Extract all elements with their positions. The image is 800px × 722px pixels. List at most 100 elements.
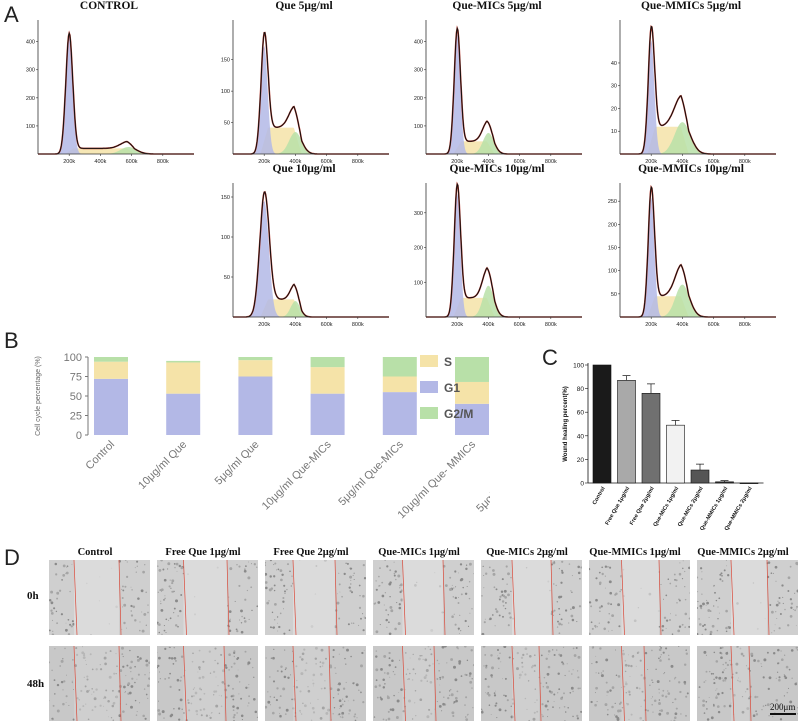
bar-segment-s xyxy=(166,362,201,394)
wound-image xyxy=(589,560,690,635)
histogram-curve xyxy=(620,185,776,318)
scratch-edge-line xyxy=(511,646,516,721)
y-tick-label: 400 xyxy=(26,40,35,46)
s-phase-area xyxy=(620,126,776,154)
x-tick-label: 200k xyxy=(451,322,463,327)
y-tick-label: 50 xyxy=(70,391,82,403)
bar-segment-s xyxy=(310,367,345,394)
g1-phase-area xyxy=(233,45,389,154)
y-tick-label: 30 xyxy=(611,84,617,90)
g1-phase-area xyxy=(620,40,776,155)
wound-bar xyxy=(715,481,734,484)
g1-phase-area xyxy=(233,201,389,317)
y-tick-label: 40 xyxy=(577,433,585,440)
flow-plot: Que-MMICs 5μg/ml 200k 400k 600k 800k 10 20 30 40 xyxy=(602,0,780,164)
scratch-edge-line xyxy=(334,560,338,635)
x-tick-label: Free Que 1μg/ml xyxy=(604,486,631,527)
y-tick-label: 60 xyxy=(577,410,585,417)
wound-bar xyxy=(666,424,685,484)
wound-image xyxy=(697,560,798,635)
histogram-curve xyxy=(426,26,582,155)
scratch-edge-line xyxy=(183,646,187,721)
x-tick-label: 600k xyxy=(126,159,138,164)
y-tick-label: 100 xyxy=(573,363,584,370)
fit-curve xyxy=(426,181,582,318)
wound-image xyxy=(49,646,150,721)
scratch-edge-line xyxy=(511,560,516,635)
flow-plot-title: Que 10μg/ml xyxy=(272,163,336,175)
wound-image xyxy=(157,560,258,635)
y-tick-label: 200 xyxy=(26,96,35,102)
wound-column-label: Free Que 1μg/ml xyxy=(165,547,241,558)
scratch-edge-line xyxy=(643,646,647,721)
flow-histogram: 200k 400k 600k 800k 50 100 150 xyxy=(221,20,389,164)
x-tick-label: Control xyxy=(84,439,118,473)
x-tick-label: 10μg/ml Que xyxy=(136,439,189,492)
y-tick-label: 0 xyxy=(580,481,584,488)
scratch-edge-line xyxy=(442,560,446,635)
x-tick-label: 200k xyxy=(258,159,270,164)
y-tick-label: 300 xyxy=(414,211,423,217)
flow-plot: Que-MICs 10μg/ml 200k 400k 600k 800k 100 200 30… xyxy=(408,163,586,327)
g1-phase-area xyxy=(426,34,582,154)
y-tick-label: 150 xyxy=(608,246,617,252)
wound-image xyxy=(373,560,474,635)
x-tick-label: 800k xyxy=(545,159,557,164)
g1-phase-area xyxy=(426,193,582,317)
x-tick-label: 600k xyxy=(321,159,333,164)
fit-curve xyxy=(426,25,582,155)
legend-label: G1 xyxy=(444,381,460,395)
y-tick-label: 100 xyxy=(414,280,423,286)
bar-segment-g2m xyxy=(94,357,128,362)
flow-plot-title: Que 5μg/ml xyxy=(275,0,333,12)
legend-swatch xyxy=(420,381,438,393)
flow-plot: Que-MICs 5μg/ml 200k 400k 600k 800k 100 200 300… xyxy=(408,0,586,164)
x-tick-label: 800k xyxy=(157,159,169,164)
bar-segment-g1 xyxy=(455,403,489,435)
wound-bar xyxy=(592,364,612,484)
scratch-edge-line xyxy=(766,560,770,635)
y-tick-label: 100 xyxy=(608,269,617,275)
wound-image xyxy=(589,646,690,721)
y-tick-label: 200 xyxy=(414,96,423,102)
scratch-edge-line xyxy=(73,560,78,635)
flow-histogram: 200k 400k 600k 800k 100 200 300 400 xyxy=(414,20,582,164)
bar-segment-g1 xyxy=(238,376,273,435)
flow-plot-title: Que-MMICs 5μg/ml xyxy=(640,0,742,12)
x-tick-label: 400k xyxy=(289,159,301,164)
x-tick-label: 200k xyxy=(63,159,75,164)
legend-swatch xyxy=(420,355,438,367)
y-tick-label: 250 xyxy=(608,199,617,205)
wound-column-label: Que-MMICs 1μg/ml xyxy=(589,547,681,558)
flow-plot-title: Que-MICs 10μg/ml xyxy=(449,163,545,175)
bar-segment-g2m xyxy=(455,357,489,382)
y-tick-label: 20 xyxy=(611,106,617,112)
x-tick-label: 400k xyxy=(94,159,106,164)
y-tick-label: 25 xyxy=(70,411,82,423)
scratch-edge-line xyxy=(118,646,122,721)
fit-curve xyxy=(620,25,776,155)
wound-image xyxy=(265,646,366,721)
x-tick-label: 200k xyxy=(451,159,463,164)
x-tick-label: 800k xyxy=(352,159,364,164)
wound-column-label: Control xyxy=(77,547,113,558)
wound-image xyxy=(481,560,582,635)
x-tick-label: Control xyxy=(592,486,607,506)
scratch-edge-line xyxy=(402,646,406,721)
g1-phase-area xyxy=(38,36,194,154)
flow-plot: CONTROL 200k 400k 600k 800k 100 200 300 400 xyxy=(20,0,198,164)
scratch-edge-line xyxy=(658,560,662,635)
x-tick-label: Que-MMICs 2μg/ml xyxy=(724,486,754,532)
y-axis-label: Cell cycle percentage (%) xyxy=(35,356,42,436)
histogram-curve xyxy=(233,32,389,155)
wound-column-label: Que-MICs 2μg/ml xyxy=(486,547,568,558)
wound-bar xyxy=(690,469,710,484)
bar-segment-g1 xyxy=(382,392,417,435)
bar-segment-g2m xyxy=(310,357,345,368)
flow-histogram: 200k 400k 600k 800k 100 200 300 xyxy=(414,181,582,327)
wound-image xyxy=(265,560,366,635)
x-tick-label: 600k xyxy=(321,322,333,327)
bar-segment-g2m xyxy=(166,360,201,363)
x-tick-label: Free Que 2μg/ml xyxy=(629,486,656,527)
y-axis-label: Wound healing percent(%) xyxy=(563,386,569,462)
